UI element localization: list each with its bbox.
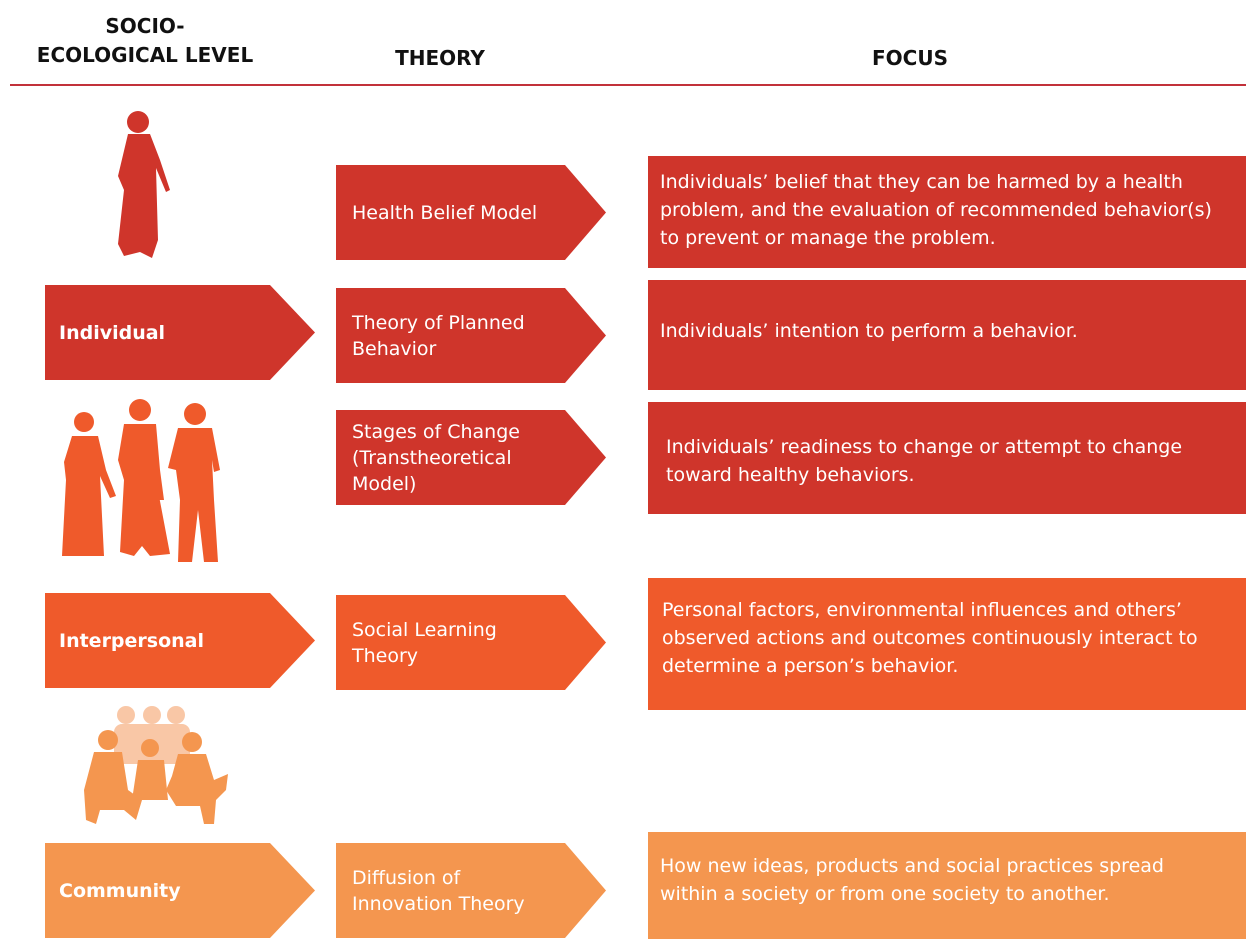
header-rule [10, 84, 1246, 86]
focus-header: FOCUS [872, 46, 948, 70]
theory: Social Learning Theory [336, 595, 606, 690]
community-figures-front [84, 730, 228, 824]
focus: How new ideas, products and social pract… [648, 832, 1246, 939]
interpersonal-figures [62, 399, 220, 562]
focus: Individuals’ intention to perform a beha… [648, 280, 1246, 390]
level-header: SOCIO- ECOLOGICAL LEVEL [20, 12, 270, 70]
level-header-line: SOCIO- [105, 14, 185, 38]
theory: Diffusion of Innovation Theory [336, 843, 606, 938]
silhouettes [62, 111, 228, 824]
theory: Health Belief Model [336, 165, 606, 260]
individual-figure [118, 111, 170, 258]
theory-header: THEORY [395, 46, 485, 70]
focus: Personal factors, environmental influenc… [648, 578, 1246, 710]
focus: Individuals’ belief that they can be har… [648, 156, 1246, 268]
level-community: Community [45, 843, 315, 938]
theory: Stages of Change (Transtheoretical Model… [336, 410, 606, 505]
level-header-line: ECOLOGICAL LEVEL [36, 43, 254, 67]
level-individual: Individual [45, 285, 315, 380]
level-interpersonal: Interpersonal [45, 593, 315, 688]
focus: Individuals’ readiness to change or atte… [648, 402, 1246, 514]
theory: Theory of Planned Behavior [336, 288, 606, 383]
